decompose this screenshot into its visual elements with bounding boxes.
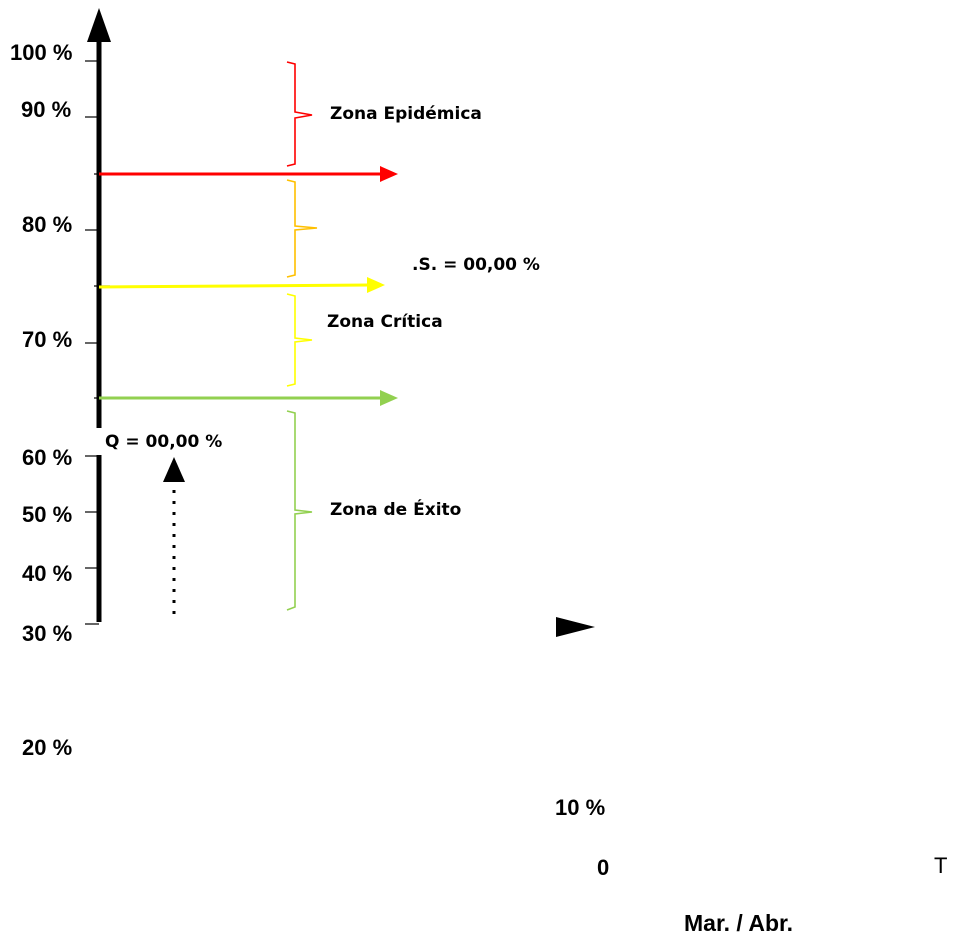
q-indicator-arrowhead [163, 457, 185, 482]
zone-critical-label: Zona Crítica [327, 312, 443, 332]
is-value-label: .S. = 00,00 % [412, 255, 540, 275]
alert-brace [286, 179, 318, 278]
tick-label-90: 90 % [21, 97, 72, 122]
tick-label-50: 50 % [22, 502, 73, 527]
critical-brace [286, 293, 313, 387]
tick-label-0: 0 [597, 855, 610, 880]
q-value-label: Q = 00,00 % [105, 432, 223, 452]
tick-label-60: 60 % [22, 445, 73, 470]
tick-label-10: 10 % [555, 795, 606, 820]
tick-label-80: 80 % [22, 212, 73, 237]
zone-success-label: Zona de Éxito [330, 500, 462, 520]
epidemic-brace [286, 61, 313, 167]
zone-epidemic-label: Zona Epidémica [330, 104, 482, 124]
tick-label-100: 100 % [10, 40, 73, 65]
t-label: T [934, 853, 948, 878]
pointer-triangle [556, 617, 595, 637]
period-label: Mar. / Abr. [684, 910, 794, 936]
critical-threshold-arrow [98, 277, 385, 293]
epidemic-threshold-arrow [99, 166, 398, 182]
success-brace [286, 410, 313, 611]
tick-label-70: 70 % [22, 327, 73, 352]
axis-arrowhead [87, 8, 111, 42]
success-threshold-arrow [99, 390, 398, 406]
tick-label-40: 40 % [22, 561, 73, 586]
tick-label-30: 30 % [22, 621, 73, 646]
tick-label-20: 20 % [22, 735, 73, 760]
